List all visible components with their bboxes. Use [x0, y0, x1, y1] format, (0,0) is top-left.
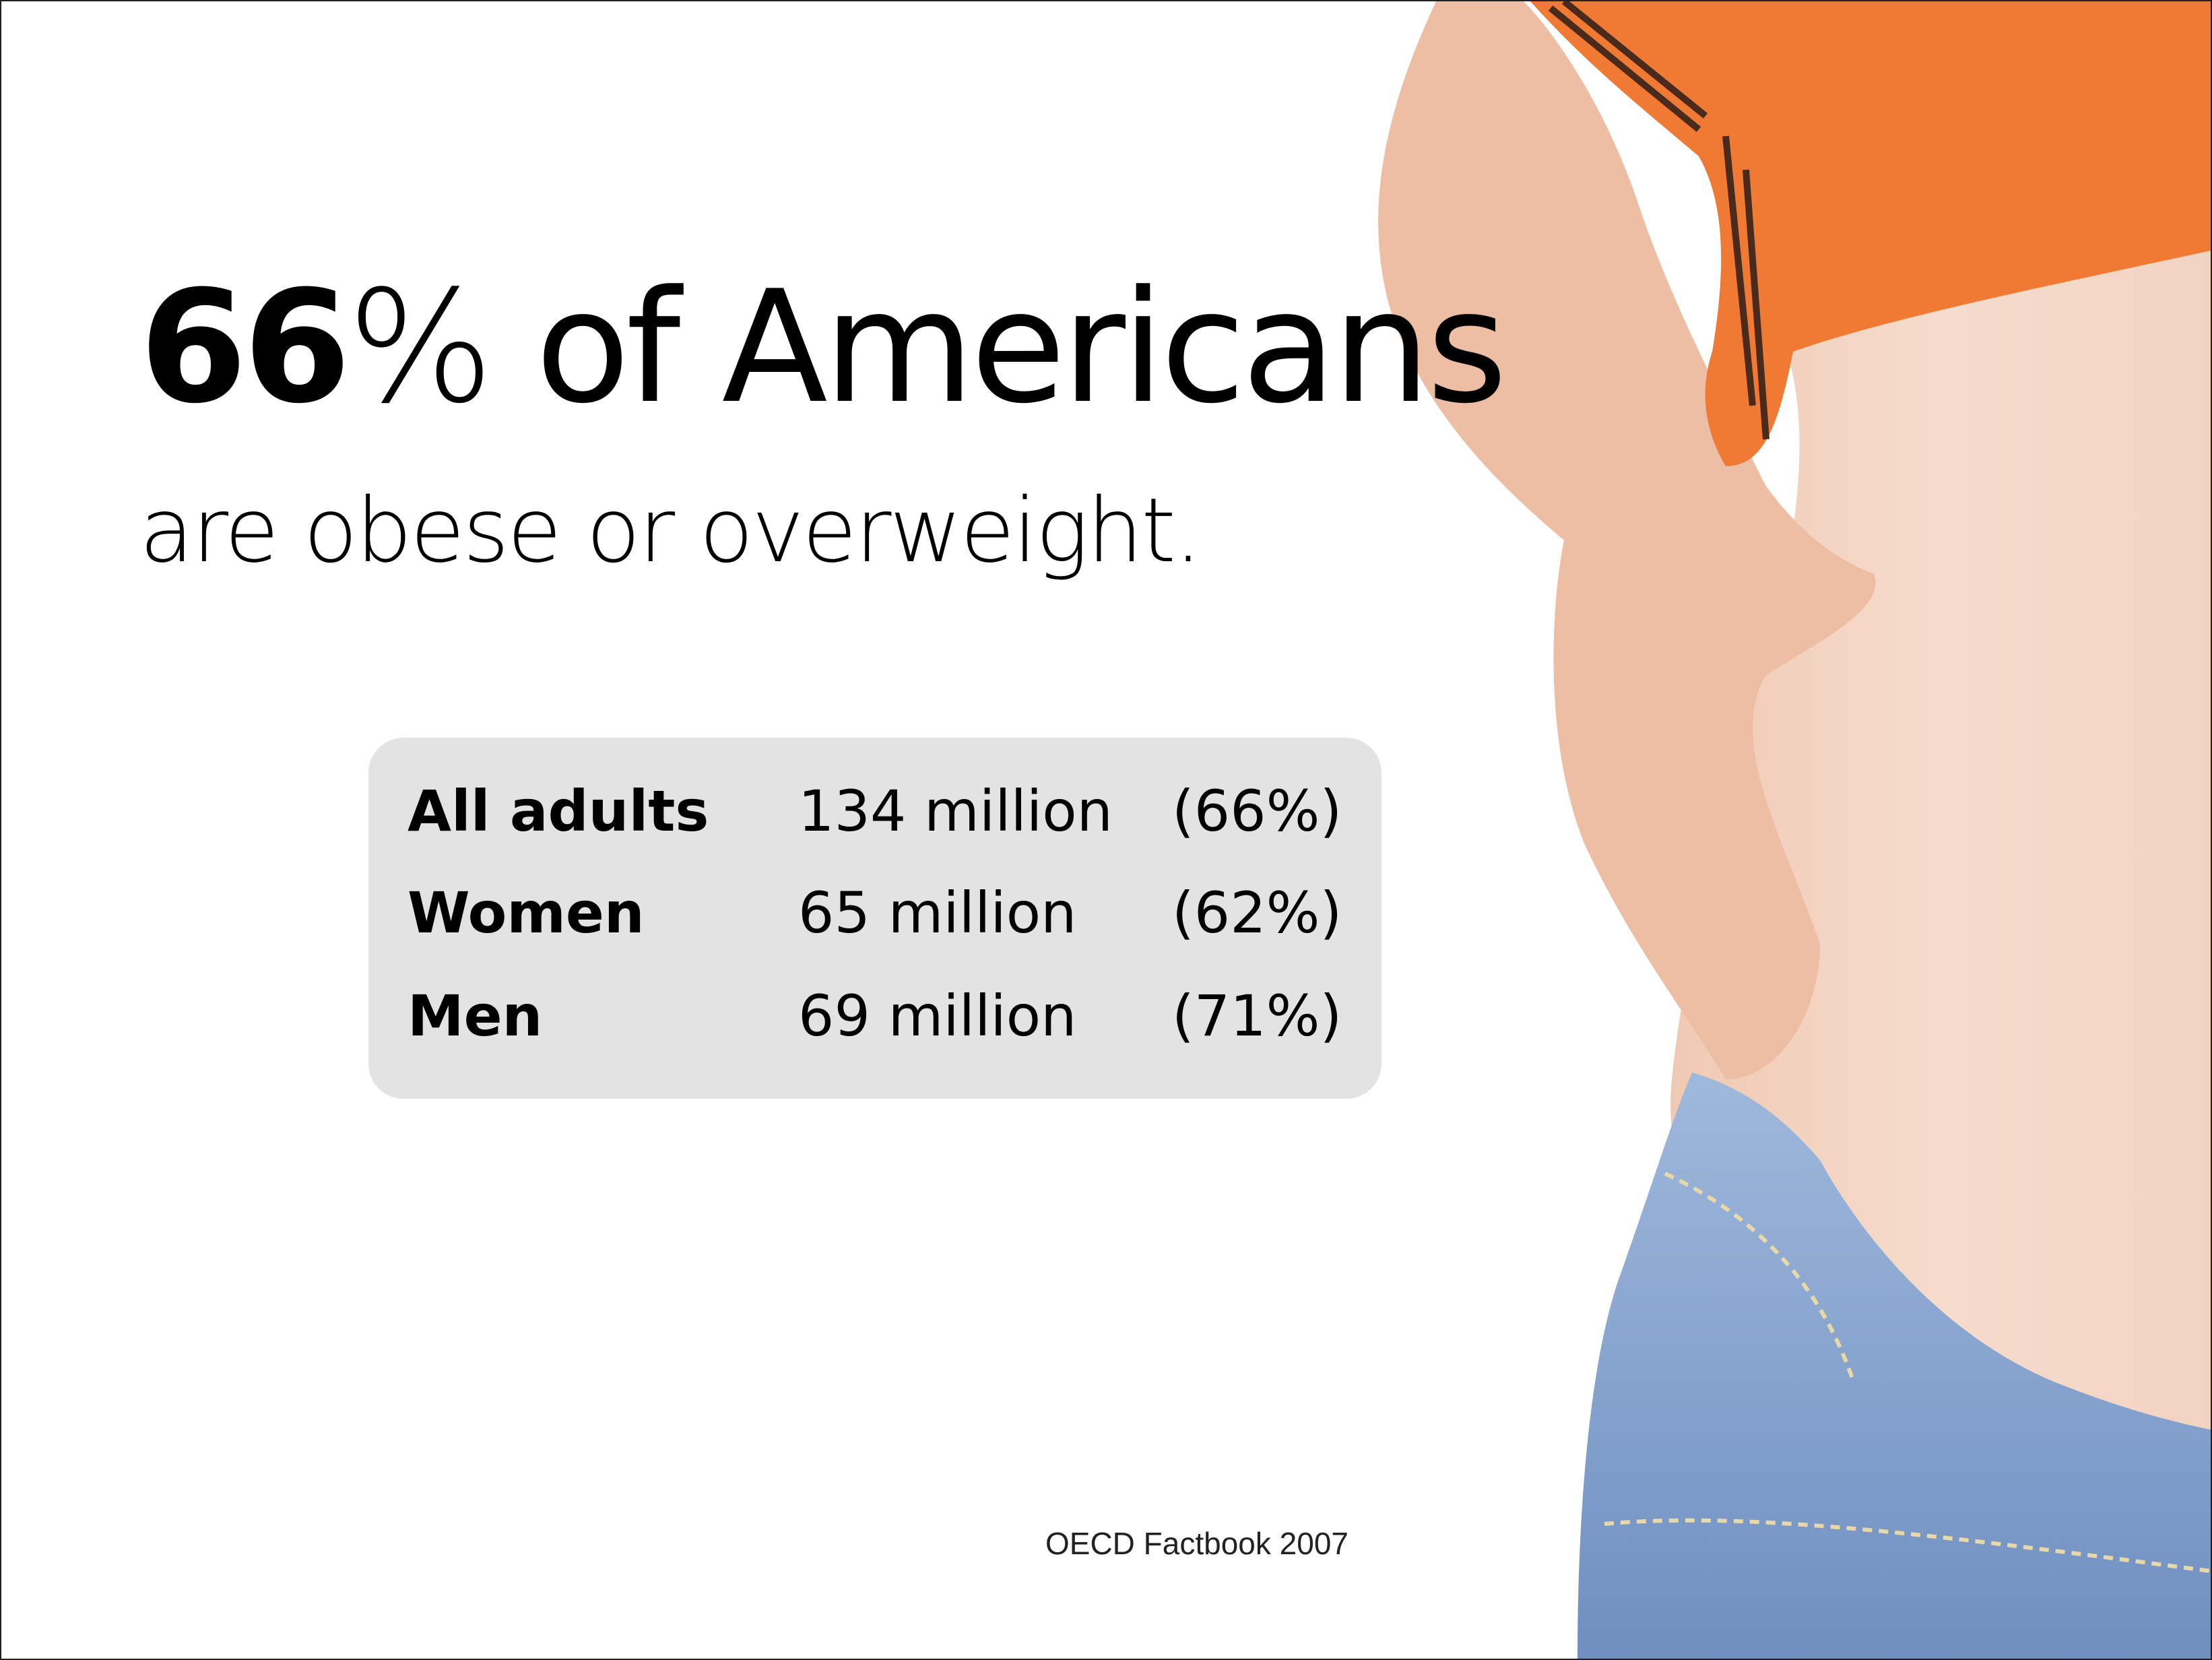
jeans: [1577, 1073, 2211, 1659]
table-count: 134 million: [798, 778, 1113, 844]
table-count: 65 million: [798, 880, 1077, 946]
table-group: Women: [408, 880, 645, 946]
headline: 66% of Americans: [139, 271, 1507, 426]
arm: [1378, 1, 1876, 1079]
jeans-seam: [1604, 1172, 2211, 1573]
headline-symbol: %: [347, 258, 494, 438]
source: OECD Factbook 2007: [1045, 1526, 1349, 1561]
stats-box: [368, 738, 1381, 1099]
table-group: Men: [408, 983, 543, 1049]
table-count: 69 million: [798, 983, 1077, 1049]
headline-number: 66: [139, 258, 351, 438]
table-group: All adults: [408, 778, 709, 844]
table-share: (62%): [1172, 880, 1342, 946]
headline-rest: of Americans: [535, 258, 1507, 438]
subtitle: are obese or overweight.: [139, 479, 1202, 583]
shirt-stripes: [1548, 1, 1769, 440]
table-share: (66%): [1172, 778, 1342, 844]
shirt: [1530, 1, 2211, 466]
table-share: (71%): [1172, 983, 1342, 1049]
